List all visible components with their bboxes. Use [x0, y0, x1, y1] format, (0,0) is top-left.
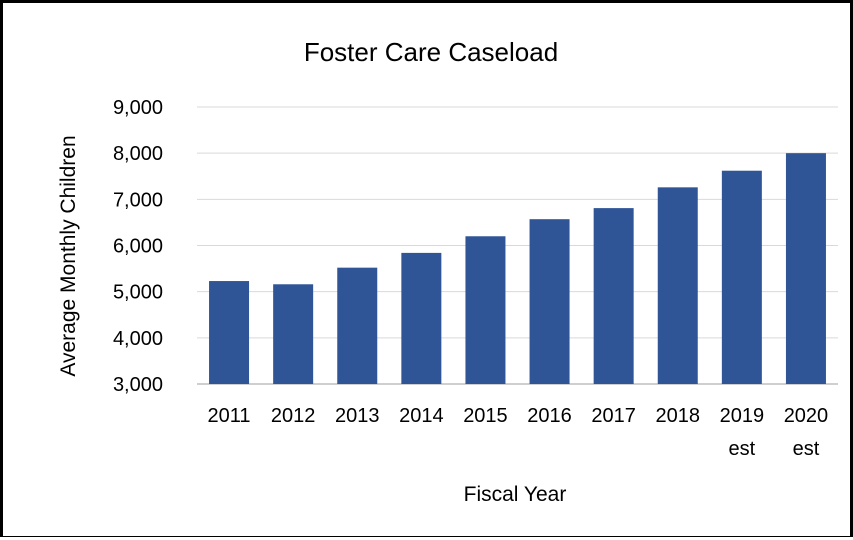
x-tick-label: 2019 — [720, 405, 765, 427]
bar — [401, 252, 442, 384]
x-axis-ticks: 2011 2012 2013 2014 2015 2016 2017 2018 2019 est 2… — [208, 405, 829, 460]
y-axis-ticks: 3,000 4,000 5,000 6,000 7,000 8,000 9,000 — [113, 97, 163, 396]
x-tick-label: 2018 — [656, 405, 701, 427]
y-tick-label: 3,000 — [113, 374, 163, 396]
x-tick-label: 2016 — [527, 405, 572, 427]
x-tick-label: 2020 — [784, 405, 829, 427]
x-tick-label: 2011 — [208, 405, 251, 427]
bar-chart: Foster Care Caseload 3,000 4,000 5,000 6,00… — [57, 37, 838, 506]
y-tick-label: 5,000 — [113, 282, 163, 304]
x-tick-label: 2015 — [463, 405, 508, 427]
y-tick-label: 6,000 — [113, 236, 163, 258]
bars — [209, 153, 826, 384]
x-tick-sublabel: est — [793, 438, 820, 460]
x-axis-title: Fiscal Year — [464, 483, 567, 506]
bar — [273, 284, 314, 384]
y-tick-label: 7,000 — [113, 189, 163, 211]
bar — [209, 281, 250, 384]
y-axis-title: Average Monthly Children — [57, 135, 80, 376]
y-tick-label: 9,000 — [113, 97, 163, 119]
bar — [465, 236, 506, 384]
y-tick-label: 8,000 — [113, 143, 163, 165]
bar — [721, 170, 762, 384]
bar — [593, 208, 634, 384]
bar — [785, 153, 826, 384]
x-tick-sublabel: est — [729, 438, 756, 460]
bar — [337, 267, 378, 384]
bar — [657, 187, 698, 384]
x-tick-label: 2017 — [591, 405, 636, 427]
x-tick-label: 2012 — [271, 405, 316, 427]
chart-title: Foster Care Caseload — [304, 37, 558, 67]
bar — [529, 219, 570, 384]
x-tick-label: 2014 — [399, 405, 444, 427]
y-tick-label: 4,000 — [113, 328, 163, 350]
x-tick-label: 2013 — [335, 405, 380, 427]
